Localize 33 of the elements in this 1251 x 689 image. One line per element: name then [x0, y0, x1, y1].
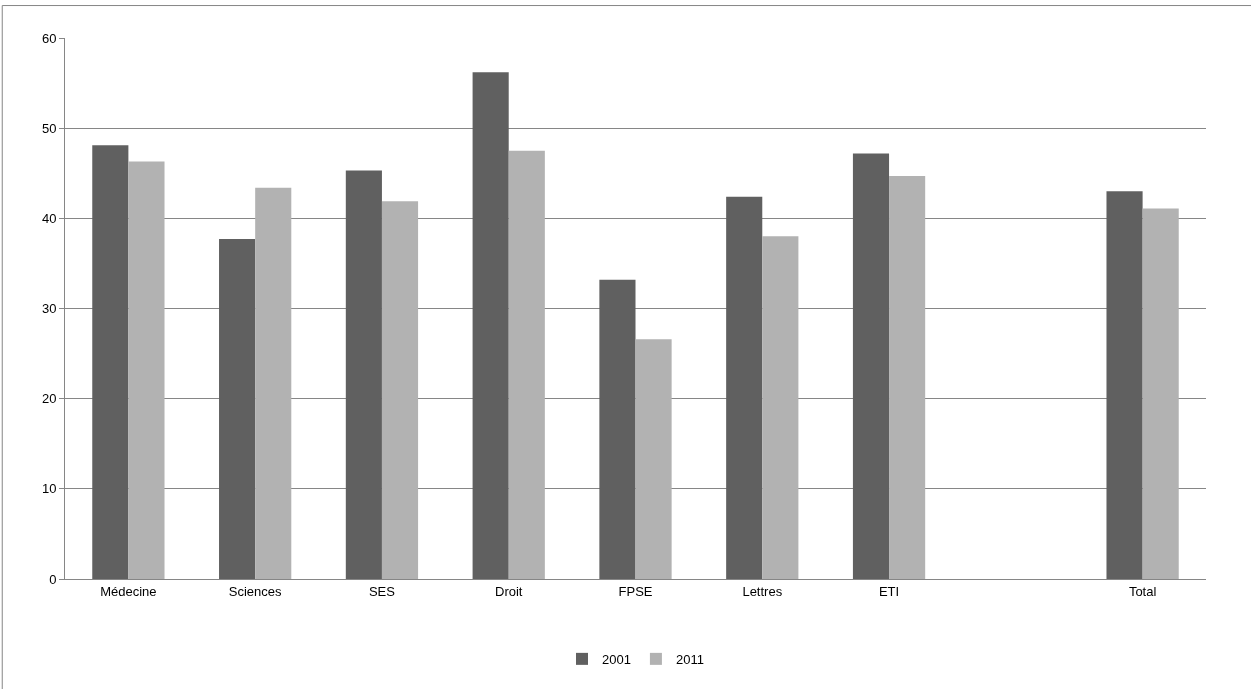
bar — [726, 196, 763, 579]
y-tick-label: 40 — [41, 210, 57, 226]
x-tick-label: SES — [368, 583, 396, 599]
bar — [889, 175, 926, 579]
x-tick-label: Lettres — [742, 583, 783, 599]
bar — [762, 236, 799, 579]
bar — [508, 150, 545, 579]
legend-label: 2011 — [675, 651, 704, 667]
bar — [1142, 208, 1179, 579]
y-tick-label: 60 — [41, 30, 57, 46]
bar — [128, 161, 165, 579]
bar — [472, 72, 509, 579]
bar — [92, 145, 129, 579]
bar — [635, 339, 672, 579]
x-tick-label: Sciences — [228, 583, 283, 599]
x-tick-label: Médecine — [100, 583, 157, 599]
bar — [219, 239, 256, 579]
bar — [345, 170, 382, 579]
bar — [1106, 191, 1143, 579]
bar — [381, 201, 419, 579]
y-tick-label: 0 — [49, 571, 57, 587]
x-tick-label: Droit — [494, 583, 523, 599]
bar — [255, 187, 292, 579]
legend-label: 2001 — [602, 651, 631, 667]
bar — [852, 153, 890, 579]
y-tick-label: 20 — [41, 391, 57, 407]
x-tick-label: FPSE — [618, 583, 653, 599]
y-tick-label: 30 — [41, 301, 57, 317]
bar — [599, 279, 636, 579]
y-tick-label: 10 — [41, 481, 57, 497]
y-tick-label: 50 — [41, 120, 57, 136]
x-tick-label: Total — [1128, 583, 1157, 599]
x-tick-label: ETI — [878, 583, 900, 599]
